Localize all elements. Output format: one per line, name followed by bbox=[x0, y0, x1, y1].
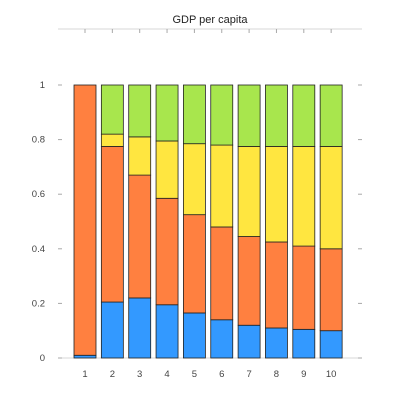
bar-segment-4-2 bbox=[155, 197, 179, 306]
bar-segment-6-3 bbox=[210, 144, 234, 228]
bar-segment-10-4 bbox=[319, 84, 343, 147]
bar-segment-2-2 bbox=[100, 146, 124, 303]
y-tick-label: 0.8 bbox=[32, 135, 45, 146]
bar-segment-5-2 bbox=[182, 214, 206, 314]
bar-segment-2-4 bbox=[100, 84, 124, 135]
x-tick-label: 5 bbox=[192, 369, 197, 380]
bar-segment-6-1 bbox=[210, 319, 234, 359]
y-tick-label: 0.6 bbox=[32, 189, 45, 200]
bar-segment-8-2 bbox=[265, 241, 288, 329]
bar-segment-5-3 bbox=[182, 143, 206, 216]
bar-segment-10-3 bbox=[319, 146, 343, 250]
bar-segment-7-1 bbox=[237, 324, 261, 359]
bar-segment-8-4 bbox=[265, 84, 288, 147]
bar-segment-9-4 bbox=[292, 84, 316, 147]
bar-segment-7-4 bbox=[237, 84, 261, 147]
x-tick-label: 9 bbox=[301, 369, 306, 380]
y-axis: 0 0.2 0.4 0.6 0.8 1 bbox=[32, 80, 362, 364]
bar-segment-3-1 bbox=[128, 297, 152, 359]
bar-segment-8-1 bbox=[265, 327, 288, 359]
bar-segment-7-3 bbox=[237, 146, 261, 237]
x-tick-label: 10 bbox=[326, 369, 337, 380]
bar-segment-2-3 bbox=[100, 133, 124, 147]
bar-segment-8-3 bbox=[265, 146, 288, 243]
x-tick-label: 7 bbox=[246, 369, 251, 380]
x-tick-label: 3 bbox=[137, 369, 142, 380]
bars-layer bbox=[73, 84, 343, 359]
x-tick-label: 2 bbox=[110, 369, 115, 380]
y-tick-label: 0 bbox=[40, 353, 45, 364]
y-tick-label: 0.2 bbox=[32, 298, 45, 309]
bar-segment-3-4 bbox=[128, 84, 152, 138]
bar-segment-4-1 bbox=[155, 304, 179, 359]
bar-segment-10-2 bbox=[319, 248, 343, 332]
bar-segment-6-2 bbox=[210, 226, 234, 321]
y-tick-label: 1 bbox=[40, 80, 45, 91]
x-tick-label: 1 bbox=[82, 369, 87, 380]
x-tick-label: 4 bbox=[164, 369, 169, 380]
bar-segment-9-2 bbox=[292, 245, 316, 330]
bar-segment-1-1 bbox=[73, 354, 97, 359]
bar-segment-1-2 bbox=[73, 84, 97, 356]
bar-segment-7-2 bbox=[237, 236, 261, 326]
bar-segment-6-4 bbox=[210, 84, 234, 146]
bar-segment-2-1 bbox=[100, 301, 124, 359]
bar-segment-9-1 bbox=[292, 328, 316, 359]
bar-segment-4-3 bbox=[155, 140, 179, 199]
bar-segment-5-1 bbox=[182, 312, 206, 359]
bar-segment-10-1 bbox=[319, 330, 343, 359]
x-tick-label: 8 bbox=[274, 369, 279, 380]
bar-segment-3-3 bbox=[128, 136, 152, 176]
y-tick-label: 0.4 bbox=[32, 244, 45, 255]
bar-segment-5-4 bbox=[182, 84, 206, 145]
chart-title: GDP per capita bbox=[172, 14, 248, 26]
bar-segment-3-2 bbox=[128, 174, 152, 299]
x-tick-label: 6 bbox=[219, 369, 224, 380]
bar-segment-4-4 bbox=[155, 84, 179, 142]
bar-segment-9-3 bbox=[292, 146, 316, 247]
